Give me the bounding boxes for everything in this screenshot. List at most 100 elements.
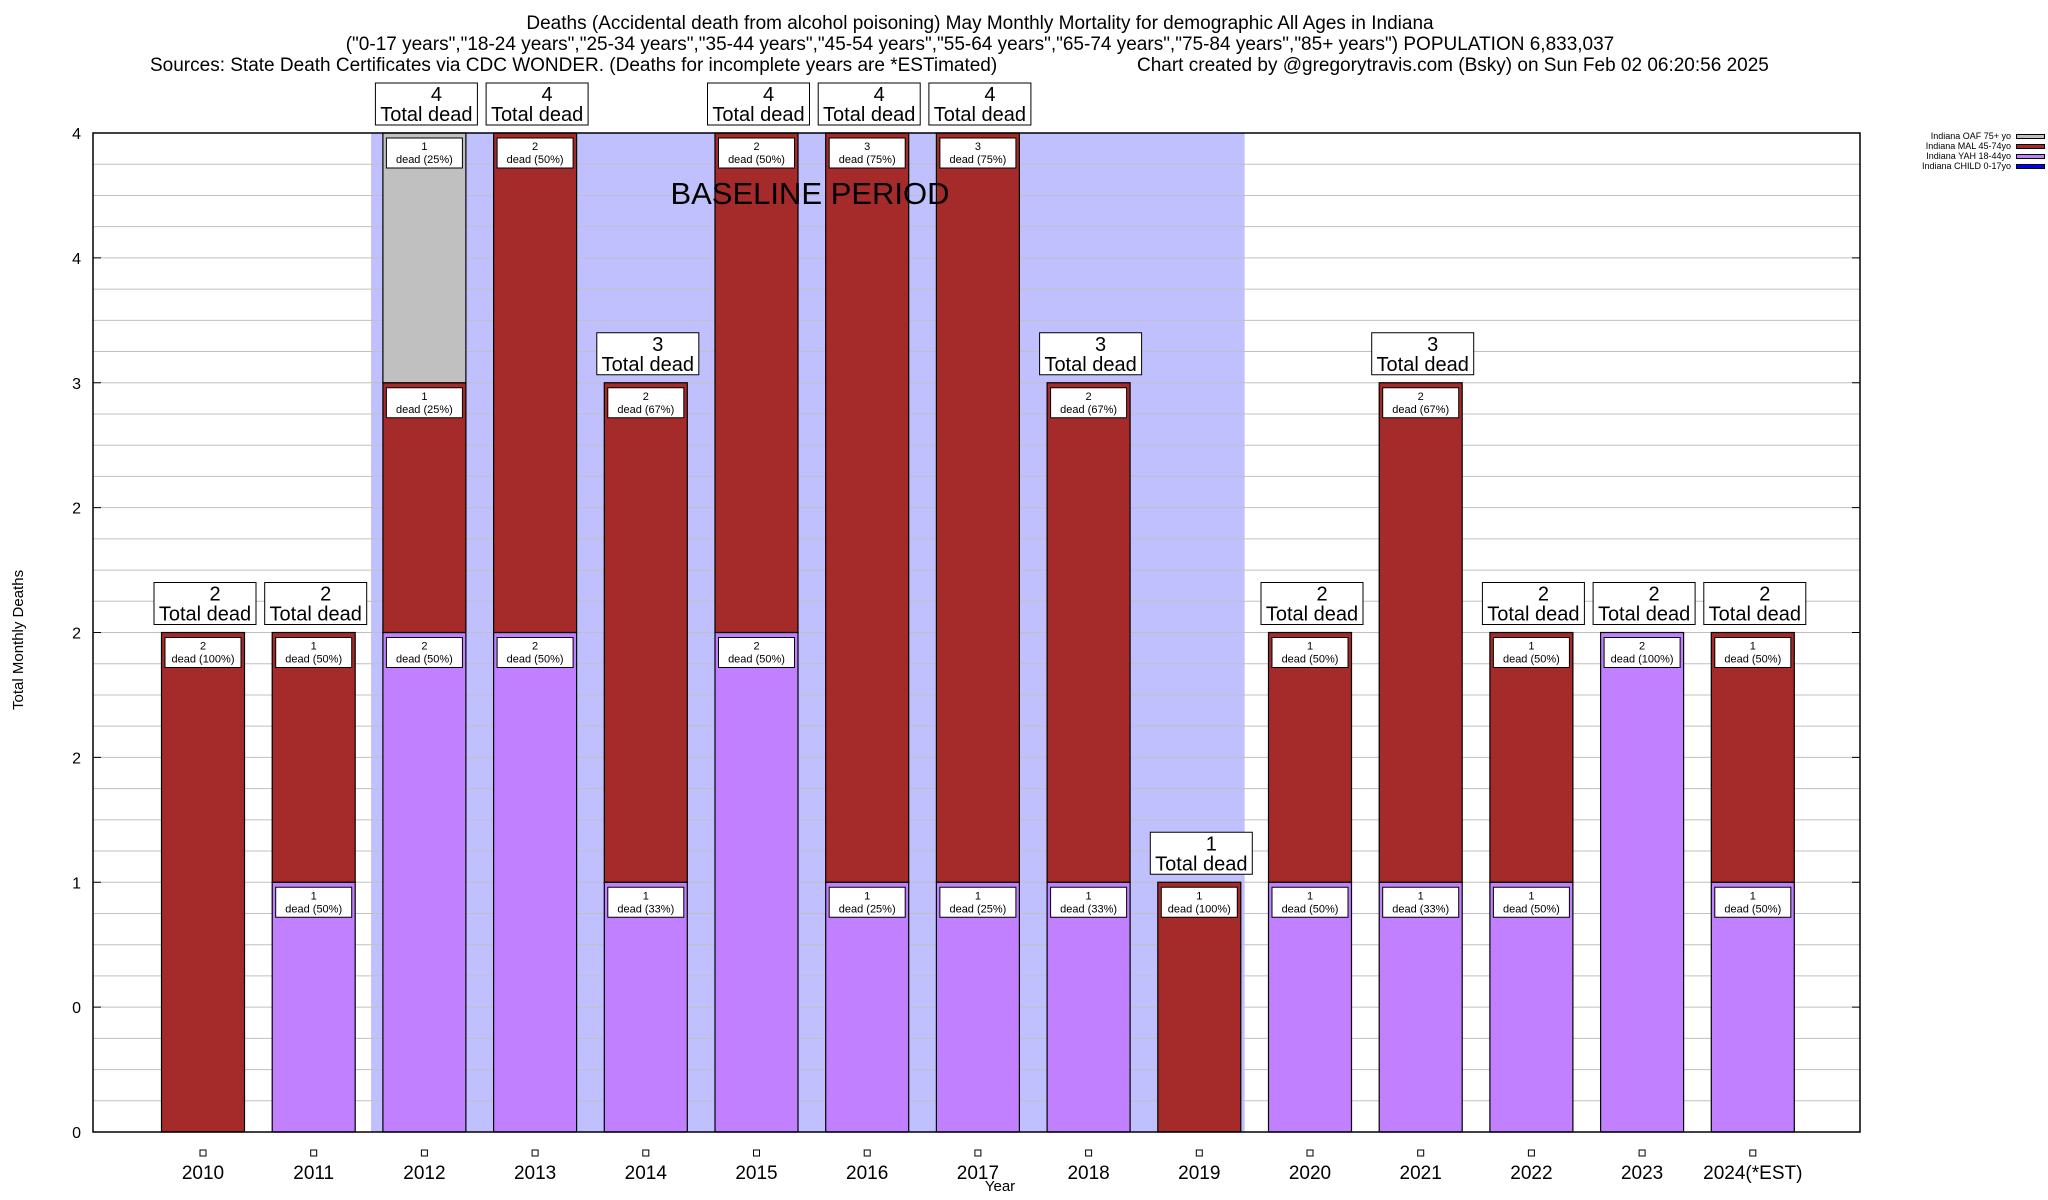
segment-percent-label: dead (50%) (728, 154, 785, 166)
segment-label-box (1492, 637, 1570, 668)
segment-count-label: 1 (1528, 641, 1534, 653)
bars-layer (160, 132, 1795, 1133)
y-tick-label: 2 (72, 750, 81, 767)
total-label-box (1371, 332, 1475, 376)
segment-label-box (385, 637, 463, 668)
segment-percent-label: dead (25%) (949, 903, 1006, 915)
legend-item: Indiana YAH 18-44yo (1880, 151, 2045, 161)
bar-segment (493, 132, 578, 634)
total-dead-label: Total dead (823, 104, 915, 126)
legend-label: Indiana MAL 45-74yo (1925, 141, 2011, 151)
chart-sources-note: Sources: State Death Certificates via CD… (150, 55, 998, 76)
segment-percent-label: dead (50%) (396, 654, 453, 666)
total-dead-label: Total dead (602, 354, 694, 376)
total-dead-label: Total dead (159, 604, 251, 626)
total-dead-label: Total dead (270, 604, 362, 626)
segment-label-box (607, 886, 685, 918)
total-label-box (928, 82, 1032, 126)
segment-percent-label: dead (50%) (1724, 654, 1781, 666)
total-label-box (1039, 332, 1143, 376)
bar-segment (1378, 881, 1463, 1133)
segment-label-box (1050, 886, 1128, 918)
total-label-box (374, 82, 478, 126)
segment-label-box (275, 637, 353, 668)
x-tick-marker (1195, 1149, 1203, 1157)
x-tick-label: 2019 (1178, 1163, 1220, 1184)
segment-percent-label: dead (50%) (728, 654, 785, 666)
bar-segment (603, 881, 688, 1133)
segment-count-label: 2 (1086, 391, 1092, 403)
segment-count-label: 1 (1307, 890, 1313, 902)
chart-title: Deaths (Accidental death from alcohol po… (526, 13, 1434, 34)
y-tick-label: 2 (72, 626, 81, 643)
segment-percent-label: dead (50%) (1282, 903, 1339, 915)
segment-label-box (164, 637, 242, 668)
total-label-box (817, 82, 921, 126)
x-tick-marker (1527, 1149, 1535, 1157)
total-label-box (1260, 582, 1364, 625)
segment-count-label: 2 (421, 641, 427, 653)
segment-percent-label: dead (50%) (507, 654, 564, 666)
axes-layer: 2010 2011 2012 2013 2014 2015 2016 2017 2018 2019… (72, 126, 1861, 1184)
total-dead-label: Total dead (1598, 604, 1690, 626)
segment-label-box (1271, 886, 1349, 918)
bar-segment (1710, 631, 1795, 883)
y-tick-label: 3 (72, 376, 81, 393)
chart-credit: Chart created by @gregorytravis.com (Bsk… (1137, 55, 1769, 76)
segment-count-label: 1 (1307, 641, 1313, 653)
total-dead-label: Total dead (1155, 853, 1247, 875)
segment-label-box (1160, 886, 1238, 918)
total-label-box (1592, 582, 1696, 625)
segment-label-box (718, 637, 795, 668)
segment-percent-label: dead (50%) (285, 903, 342, 915)
segment-count-label: 2 (200, 641, 206, 653)
x-tick-marker (1085, 1149, 1093, 1157)
y-tick-label: 4 (72, 126, 81, 143)
segment-count-label: 1 (1418, 890, 1424, 902)
segment-count-label: 3 (975, 141, 981, 153)
total-count-label: 2 (1649, 584, 1660, 606)
segment-label-box (1492, 886, 1570, 918)
segment-label-box (828, 137, 906, 169)
total-count-label: 4 (874, 84, 885, 106)
segment-percent-label: dead (75%) (839, 154, 896, 166)
x-tick-marker (420, 1149, 428, 1157)
bar-segment (1157, 881, 1242, 1133)
segment-label-box (939, 886, 1017, 918)
segment-count-label: 1 (421, 141, 427, 153)
chart-subtitle-age-groups: ("0-17 years","18-24 years","25-34 years… (345, 34, 1615, 55)
segment-label-box (1382, 387, 1460, 419)
segment-count-label: 1 (975, 890, 981, 902)
x-axis-label: Year (984, 1178, 1016, 1195)
bar-segment (382, 132, 467, 384)
segment-count-label: 1 (1086, 890, 1092, 902)
total-dead-label: Total dead (934, 104, 1026, 126)
bar-segment (825, 881, 910, 1133)
total-count-label: 3 (652, 334, 663, 356)
segment-percent-label: dead (50%) (1503, 903, 1560, 915)
bar-segment (603, 382, 688, 883)
bar-segment (1489, 881, 1574, 1133)
legend: Indiana OAF 75+ yo Indiana MAL 45-74yo I… (1880, 131, 2045, 171)
x-tick-label: 2016 (846, 1163, 888, 1184)
segment-label-box (385, 137, 463, 169)
y-tick-label: 0 (72, 1125, 81, 1142)
segment-percent-label: dead (67%) (1392, 404, 1449, 416)
total-count-label: 2 (1759, 584, 1770, 606)
segment-label-box (496, 637, 574, 668)
bar-segment (714, 132, 799, 634)
total-dead-label: Total dead (491, 104, 583, 126)
x-tick-label: 2018 (1067, 1163, 1109, 1184)
legend-swatch-yah (2016, 153, 2045, 159)
x-tick-label: 2014 (625, 1163, 668, 1184)
total-label-box (1149, 831, 1253, 875)
total-label-box (1481, 582, 1585, 625)
x-tick-label: 2017 (957, 1163, 999, 1184)
legend-swatch-child (2016, 163, 2045, 169)
total-dead-label: Total dead (1266, 604, 1358, 626)
bar-segment (935, 132, 1021, 883)
x-tick-marker (1306, 1149, 1314, 1157)
segment-label-box (275, 886, 353, 918)
segment-count-label: 1 (1750, 890, 1756, 902)
baseline-period-label: BASELINE PERIOD (670, 176, 949, 211)
